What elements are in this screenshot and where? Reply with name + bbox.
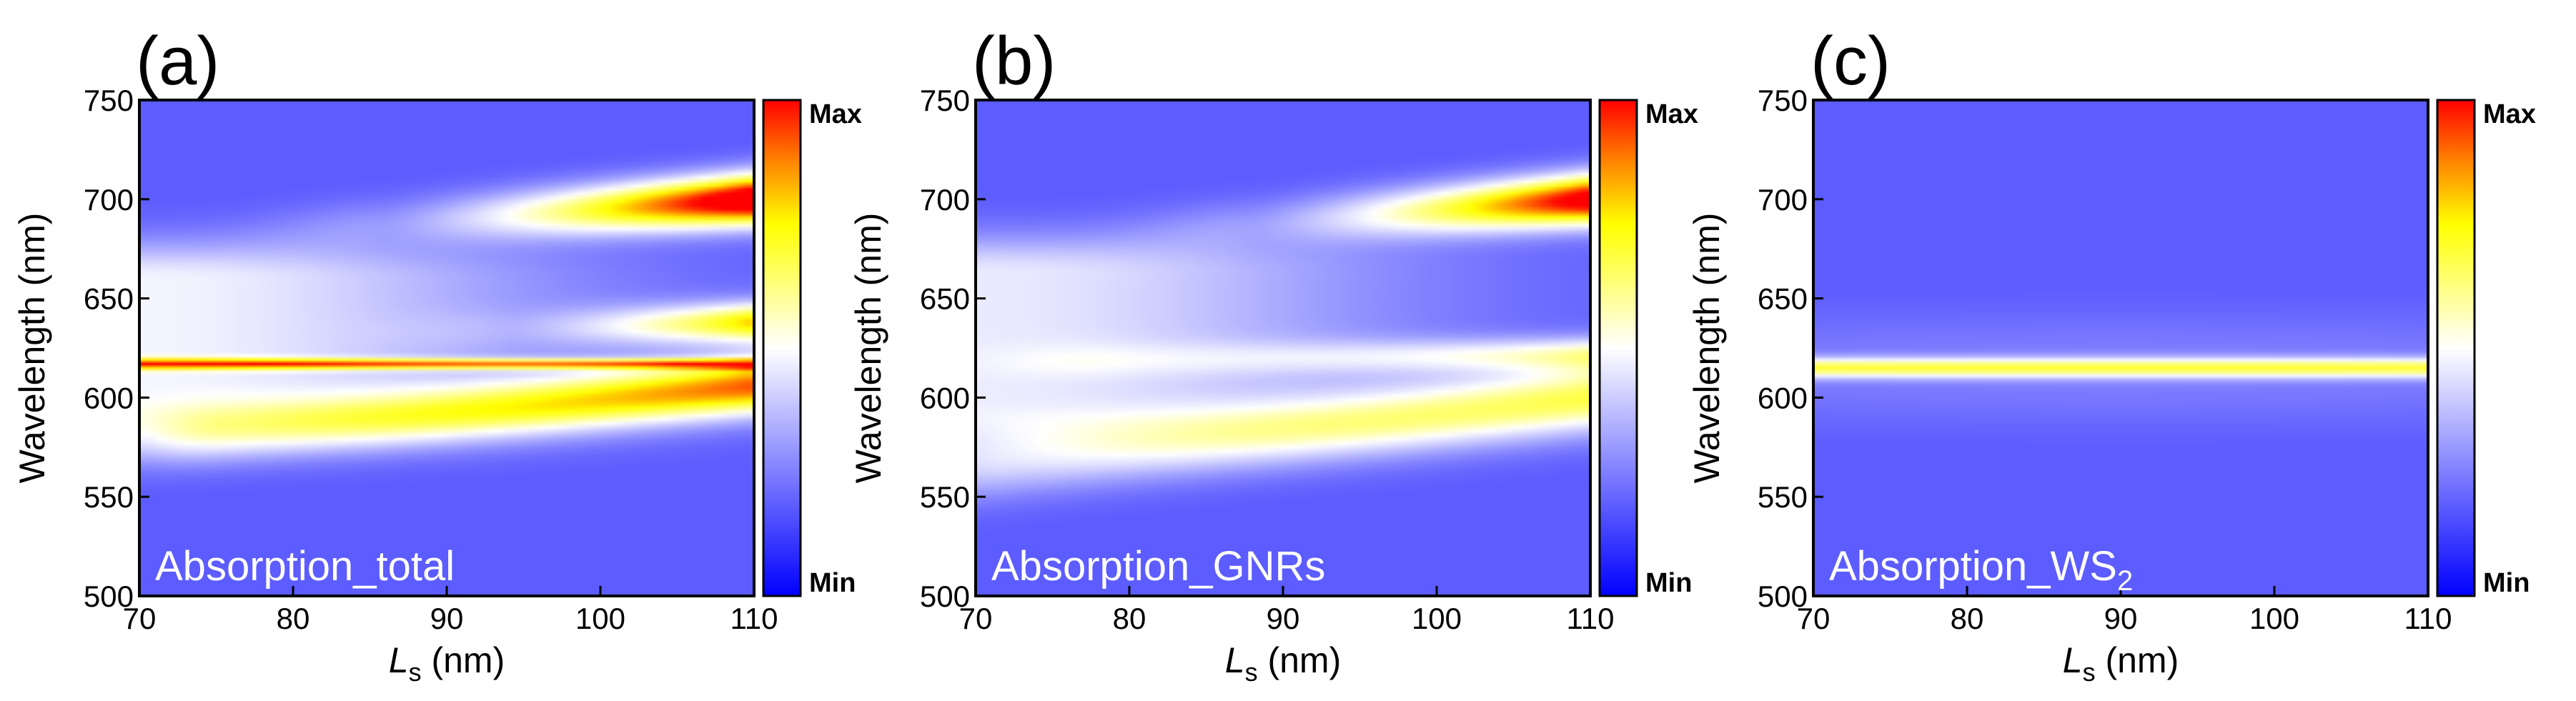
y-tick-label: 700 — [84, 183, 134, 217]
y-tick-label: 550 — [84, 480, 134, 514]
heatmap-image — [1813, 100, 2428, 596]
inner-label: Absorption_GNRs — [991, 543, 1325, 590]
y-axis-title: Wavelength (nm) — [848, 213, 888, 484]
colorbar-min-label: Min — [1645, 568, 1692, 598]
y-tick-label: 750 — [920, 84, 970, 117]
x-tick-label: 100 — [1412, 602, 1462, 635]
x-tick-label: 80 — [1113, 602, 1146, 635]
colorbar-min-label: Min — [2483, 568, 2530, 598]
y-tick-label: 600 — [1758, 381, 1808, 414]
x-tick-label: 110 — [1567, 602, 1615, 635]
panel-label: (c) — [1810, 23, 1891, 99]
colorbar-max-label: Max — [809, 99, 862, 129]
y-tick-label: 500 — [920, 580, 970, 613]
y-tick-label: 650 — [920, 282, 970, 316]
x-tick-label: 80 — [1951, 602, 1984, 635]
panel-label: (a) — [136, 23, 219, 99]
y-axis-title: Wavelength (nm) — [1687, 213, 1727, 484]
y-tick-label: 600 — [84, 381, 134, 414]
x-tick-label: 110 — [730, 602, 778, 635]
panel-a: 70 80 90 100 110 500 550 600 650 700 750 Ls (nm) Wav… — [12, 23, 862, 687]
y-tick-label: 550 — [1758, 480, 1808, 514]
y-tick-label: 500 — [1758, 580, 1808, 613]
panel-c: 70 80 90 100 110 500 550 600 650 700 750 Ls (nm) Wav… — [1687, 23, 2536, 687]
y-tick-label: 700 — [920, 183, 970, 217]
x-tick-label: 100 — [575, 602, 625, 635]
y-tick-label: 550 — [920, 480, 970, 514]
y-tick-label: 650 — [84, 282, 134, 316]
colorbar — [2436, 99, 2476, 597]
x-tick-label: 90 — [1267, 602, 1300, 635]
colorbar-min-label: Min — [809, 568, 856, 598]
colorbar — [1598, 99, 1638, 597]
y-tick-label: 650 — [1758, 282, 1808, 316]
x-tick-label: 70 — [1797, 602, 1831, 635]
y-axis-title: Wavelength (nm) — [12, 213, 52, 484]
panel-b: 70 80 90 100 110 500 550 600 650 700 750 Ls (nm) Wav… — [848, 23, 1698, 687]
inner-label: Absorption_total — [155, 543, 455, 590]
x-tick-label: 110 — [2404, 602, 2452, 635]
y-tick-label: 500 — [84, 580, 134, 613]
x-tick-label: 70 — [959, 602, 993, 635]
colorbar — [762, 99, 802, 597]
x-tick-label: 70 — [123, 602, 157, 635]
colorbar-max-label: Max — [2483, 99, 2536, 129]
y-tick-label: 750 — [1758, 84, 1808, 117]
heatmap-image — [976, 100, 1590, 596]
inner-label: Absorption_WS2 — [1829, 543, 2133, 597]
x-tick-label: 100 — [2249, 602, 2299, 635]
colorbar-max-label: Max — [1645, 99, 1698, 129]
x-axis-title: Ls (nm) — [389, 640, 505, 687]
heatmap-image — [139, 100, 754, 596]
y-tick-label: 750 — [84, 84, 134, 117]
y-tick-label: 700 — [1758, 183, 1808, 217]
x-axis-title: Ls (nm) — [1225, 640, 1341, 687]
x-tick-label: 90 — [2104, 602, 2138, 635]
x-tick-label: 90 — [430, 602, 464, 635]
x-axis-title: Ls (nm) — [2063, 640, 2179, 687]
x-tick-label: 80 — [277, 602, 310, 635]
y-tick-label: 600 — [920, 381, 970, 414]
panel-label: (b) — [972, 23, 1056, 99]
